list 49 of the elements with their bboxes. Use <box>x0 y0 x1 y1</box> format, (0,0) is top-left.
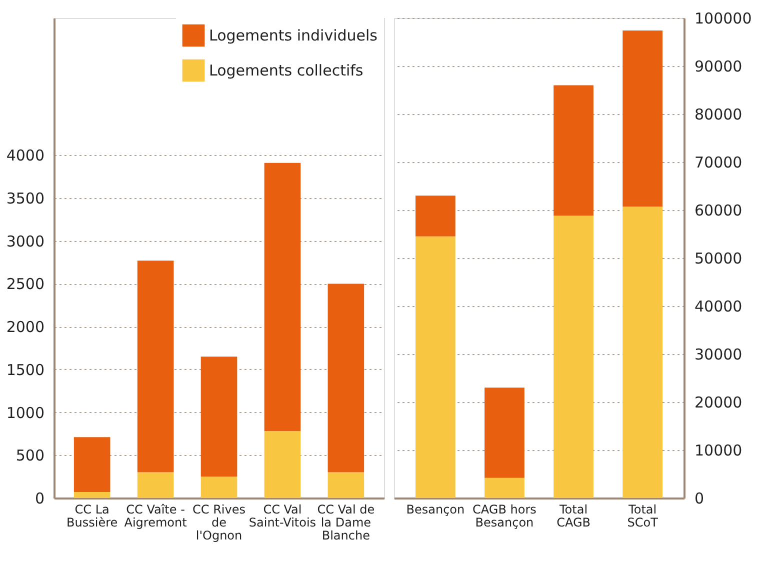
y-tick-label: 3000 <box>6 232 44 250</box>
y-tick-label: 2500 <box>6 275 44 294</box>
legend-label: Logements individuels <box>209 26 378 44</box>
bar <box>74 437 110 492</box>
y-tick-label: 60000 <box>694 202 742 220</box>
y-tick-label: 80000 <box>694 106 742 124</box>
bar <box>622 30 663 207</box>
y-tick-label: 50000 <box>694 250 742 268</box>
y-tick-label: 100000 <box>694 10 752 28</box>
bar <box>74 492 110 498</box>
bar <box>554 85 594 216</box>
y-tick-label: 90000 <box>694 58 742 76</box>
bar <box>137 472 174 498</box>
x-tick-label: CC Rives de l'Ognon <box>192 502 246 542</box>
bar <box>264 162 301 432</box>
y-tick-label: 4000 <box>6 146 44 165</box>
legend-label: Logements collectifs <box>209 62 364 80</box>
x-tick-label: CC Val de la Dame Blanche <box>317 502 375 542</box>
bar <box>200 356 238 477</box>
bar <box>264 431 301 498</box>
x-tick-label: Besançon <box>406 502 465 516</box>
y-tick-label: 1000 <box>6 404 44 422</box>
bar <box>484 388 524 478</box>
bar <box>415 196 456 236</box>
x-tick-label: CAGB hors Besançon <box>472 502 536 530</box>
x-tick-label: CC Vaîte - Aigremont <box>124 502 188 530</box>
y-tick-label: 30000 <box>694 346 742 364</box>
y-tick-label: 3500 <box>6 190 44 208</box>
bar <box>484 478 524 498</box>
bar <box>137 260 174 472</box>
bar <box>328 284 364 472</box>
x-tick-label: CC Val Saint-Vitois <box>248 502 316 530</box>
x-tick-label: Total SCoT <box>627 502 659 530</box>
y-tick-label: 10000 <box>694 442 742 460</box>
y-tick-label: 20000 <box>694 394 742 412</box>
x-tick-label: Total CAGB <box>556 502 590 530</box>
bar <box>328 472 364 498</box>
bar <box>200 476 238 498</box>
bar <box>415 236 456 498</box>
x-tick-label: CC La Bussière <box>66 502 118 530</box>
y-tick-label: 70000 <box>694 154 742 172</box>
y-tick-label: 1500 <box>6 360 44 379</box>
y-tick-label: 500 <box>16 446 44 465</box>
y-tick-label: 2000 <box>6 318 44 336</box>
bar <box>554 216 594 498</box>
bar <box>622 206 663 498</box>
y-tick-label: 0 <box>694 490 704 508</box>
y-tick-label: 0 <box>34 490 44 508</box>
y-tick-label: 40000 <box>694 298 742 316</box>
